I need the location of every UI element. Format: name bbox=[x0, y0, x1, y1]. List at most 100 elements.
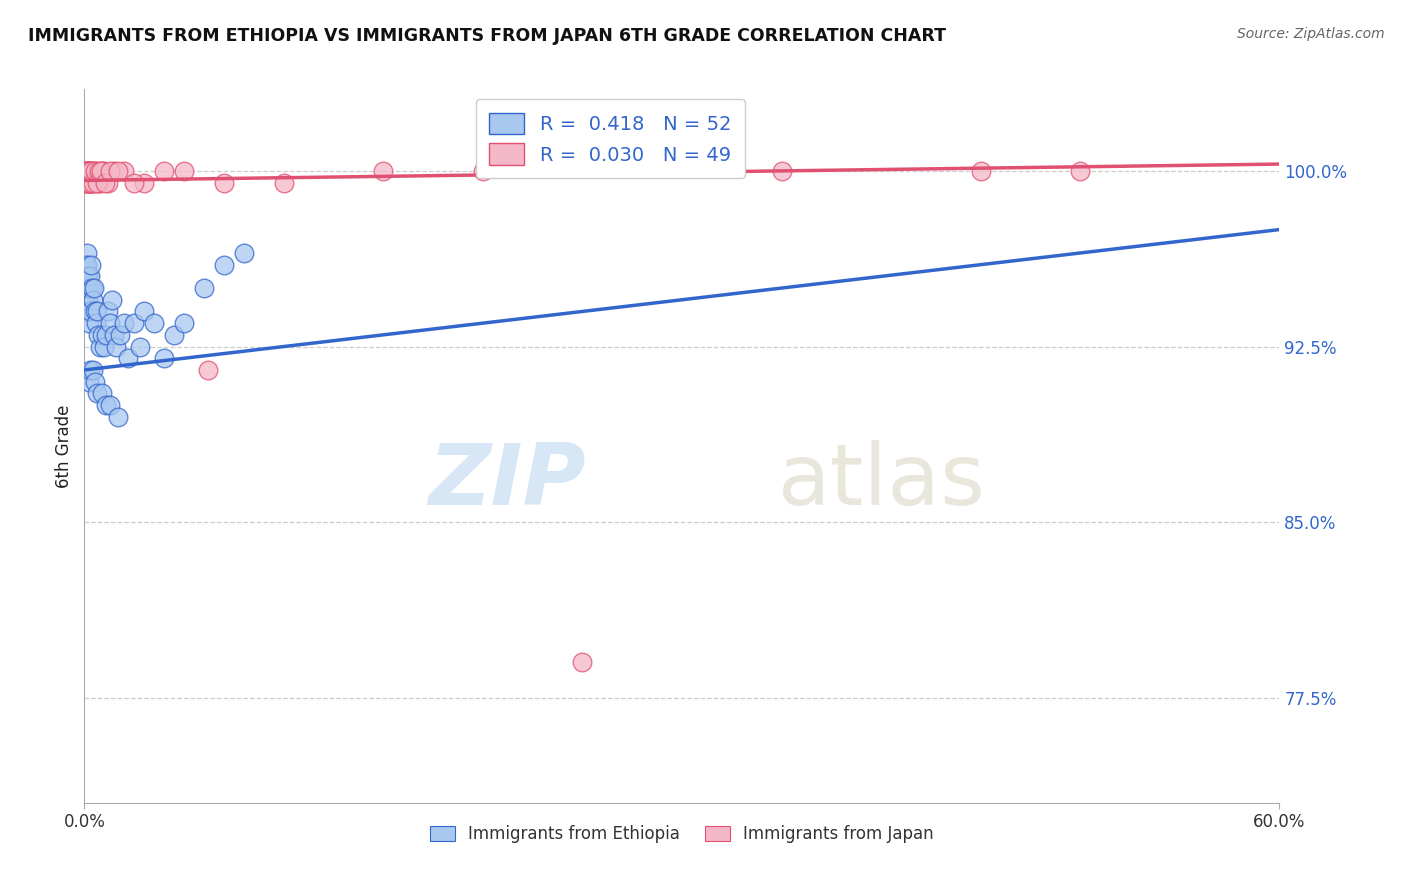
Point bbox=[91, 327, 114, 342]
Point bbox=[79, 269, 101, 284]
Point bbox=[101, 293, 124, 307]
Point bbox=[212, 176, 235, 190]
Point bbox=[76, 258, 98, 272]
Point bbox=[105, 340, 128, 354]
Point bbox=[83, 281, 105, 295]
Point bbox=[153, 164, 176, 178]
Text: IMMIGRANTS FROM ETHIOPIA VS IMMIGRANTS FROM JAPAN 6TH GRADE CORRELATION CHART: IMMIGRANTS FROM ETHIOPIA VS IMMIGRANTS F… bbox=[28, 27, 946, 45]
Point bbox=[89, 164, 111, 178]
Point bbox=[82, 176, 104, 190]
Point bbox=[84, 304, 107, 318]
Point bbox=[82, 176, 104, 190]
Text: Source: ZipAtlas.com: Source: ZipAtlas.com bbox=[1237, 27, 1385, 41]
Point bbox=[117, 351, 139, 366]
Point bbox=[77, 164, 100, 178]
Point bbox=[76, 269, 98, 284]
Point bbox=[129, 340, 152, 354]
Point bbox=[77, 164, 100, 178]
Point bbox=[87, 176, 110, 190]
Point bbox=[103, 327, 125, 342]
Point bbox=[76, 176, 98, 190]
Point bbox=[89, 176, 111, 190]
Point bbox=[94, 176, 117, 190]
Point bbox=[77, 176, 100, 190]
Point bbox=[80, 258, 103, 272]
Point bbox=[79, 176, 101, 190]
Point bbox=[83, 164, 105, 178]
Legend: Immigrants from Ethiopia, Immigrants from Japan: Immigrants from Ethiopia, Immigrants fro… bbox=[422, 817, 942, 852]
Point bbox=[970, 164, 993, 178]
Point bbox=[122, 176, 145, 190]
Point bbox=[93, 340, 115, 354]
Point bbox=[82, 363, 104, 377]
Point bbox=[79, 304, 101, 318]
Point bbox=[173, 164, 195, 178]
Point bbox=[75, 293, 97, 307]
Point bbox=[76, 164, 98, 178]
Point bbox=[75, 164, 97, 178]
Point bbox=[97, 304, 120, 318]
Point bbox=[84, 375, 107, 389]
Point bbox=[79, 176, 101, 190]
Point bbox=[75, 258, 97, 272]
Point bbox=[76, 176, 98, 190]
Point bbox=[232, 246, 254, 260]
Point bbox=[112, 164, 135, 178]
Point bbox=[80, 164, 103, 178]
Point bbox=[86, 164, 108, 178]
Point bbox=[75, 281, 97, 295]
Point bbox=[471, 164, 494, 178]
Point bbox=[143, 316, 166, 330]
Point bbox=[77, 164, 100, 178]
Point bbox=[89, 340, 111, 354]
Point bbox=[571, 656, 593, 670]
Point bbox=[76, 246, 98, 260]
Point bbox=[212, 258, 235, 272]
Point bbox=[770, 164, 793, 178]
Point bbox=[197, 363, 219, 377]
Point bbox=[82, 164, 104, 178]
Point bbox=[87, 327, 110, 342]
Point bbox=[80, 176, 103, 190]
Point bbox=[79, 375, 101, 389]
Point bbox=[1069, 164, 1091, 178]
Point bbox=[110, 327, 132, 342]
Point bbox=[273, 176, 295, 190]
Point bbox=[79, 164, 101, 178]
Point bbox=[107, 409, 129, 424]
Point bbox=[79, 281, 101, 295]
Point bbox=[86, 316, 108, 330]
Point bbox=[107, 164, 129, 178]
Point bbox=[75, 164, 97, 178]
Point bbox=[132, 304, 156, 318]
Point bbox=[91, 164, 114, 178]
Point bbox=[79, 363, 101, 377]
Point bbox=[77, 293, 100, 307]
Point bbox=[76, 164, 98, 178]
Point bbox=[98, 164, 121, 178]
Point bbox=[77, 316, 100, 330]
Point bbox=[97, 176, 120, 190]
Y-axis label: 6th Grade: 6th Grade bbox=[55, 404, 73, 488]
Point bbox=[86, 176, 108, 190]
Point bbox=[163, 327, 186, 342]
Point bbox=[122, 316, 145, 330]
Point bbox=[83, 164, 105, 178]
Point bbox=[153, 351, 176, 366]
Point bbox=[86, 386, 108, 401]
Point bbox=[93, 164, 115, 178]
Point bbox=[98, 398, 121, 412]
Point bbox=[79, 164, 101, 178]
Point bbox=[86, 304, 108, 318]
Point bbox=[96, 327, 118, 342]
Point bbox=[193, 281, 215, 295]
Point bbox=[90, 164, 112, 178]
Point bbox=[76, 304, 98, 318]
Point bbox=[373, 164, 395, 178]
Point bbox=[103, 164, 125, 178]
Point bbox=[91, 386, 114, 401]
Text: atlas: atlas bbox=[778, 440, 986, 524]
Point bbox=[75, 176, 97, 190]
Point bbox=[82, 281, 104, 295]
Point bbox=[77, 269, 100, 284]
